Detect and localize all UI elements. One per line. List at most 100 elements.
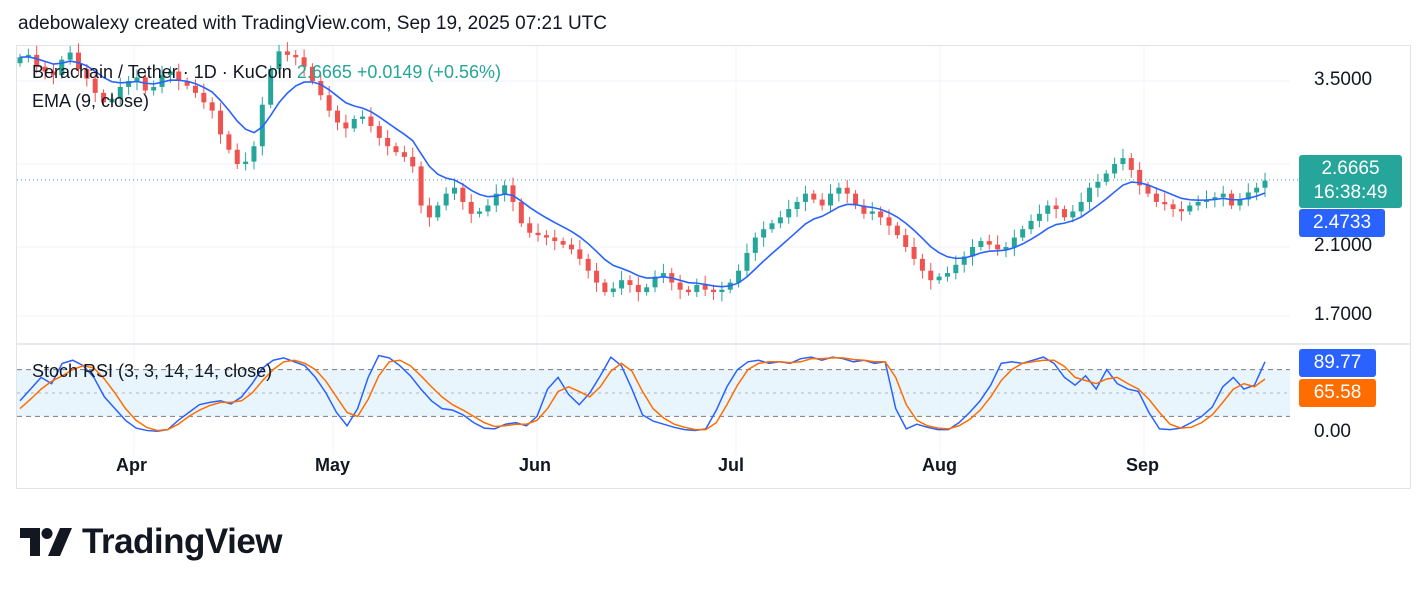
price-axis-tick: 3.5000 [1314, 69, 1373, 90]
candle-up [769, 223, 775, 230]
candle-down [318, 81, 324, 96]
candle-up [1237, 199, 1243, 206]
candle-down [209, 102, 215, 111]
last-price-tag: 2.6665 16:38:49 [1299, 155, 1402, 208]
stoch-d-tag: 65.58 [1299, 379, 1376, 407]
candle-up [134, 77, 140, 81]
candle-down [101, 92, 107, 103]
candle-up [1195, 201, 1201, 206]
candle-down [903, 235, 909, 247]
candle-up [953, 264, 959, 274]
candle-up [644, 287, 650, 293]
candle-down [184, 81, 190, 86]
time-axis-tick: Apr [116, 455, 147, 475]
ema-9-line [19, 56, 1266, 288]
candle-up [1028, 220, 1034, 230]
candle-down [1053, 205, 1059, 210]
candle-up [451, 187, 458, 194]
candle-up [1245, 192, 1251, 200]
candle-down [368, 116, 374, 127]
candle-up [67, 52, 73, 60]
candle-up [1087, 187, 1093, 202]
candle-down [335, 110, 341, 123]
chart-credit: adebowalexy created with TradingView.com… [18, 13, 607, 34]
last-price-value: 2.6665 [1321, 158, 1380, 179]
candle-down [1153, 193, 1159, 202]
candle-down [602, 282, 608, 293]
candle-down [911, 247, 917, 259]
price-axis-tick: 2.1000 [1314, 235, 1373, 256]
candle-up [1254, 187, 1260, 193]
candle-up [268, 69, 274, 105]
candle-up [477, 211, 483, 214]
candle-up [777, 217, 783, 224]
candle-down [711, 289, 717, 293]
candle-up [126, 81, 132, 87]
candle-down [1128, 158, 1134, 170]
candle-up [1045, 205, 1051, 214]
candle-up [59, 59, 65, 76]
candle-up [694, 284, 700, 293]
candle-down [853, 193, 859, 206]
candle-down [878, 211, 884, 218]
candle-down [527, 223, 533, 233]
candle-down [226, 134, 232, 150]
candle-up [827, 193, 834, 206]
candle-up [978, 241, 984, 247]
candle-up [1011, 237, 1017, 247]
candle-down [84, 69, 90, 79]
candle-down [995, 244, 1001, 250]
candle-down [685, 289, 691, 293]
candle-up [276, 51, 282, 70]
candle-up [1120, 158, 1126, 164]
tradingview-logo-icon [20, 528, 72, 556]
ema-line [19, 56, 1266, 288]
candle-up [159, 75, 165, 87]
candle-down [293, 54, 299, 58]
legend-stoch-rsi: Stoch RSI (3, 3, 14, 14, close) [32, 361, 273, 381]
candle-down [585, 258, 591, 271]
tradingview-logo[interactable]: TradingView [20, 522, 283, 562]
candle-up [1095, 181, 1101, 188]
candle-up [502, 185, 508, 194]
candle-down [844, 187, 850, 194]
candle-up [652, 276, 658, 288]
candle-down [418, 166, 424, 206]
candle-down [702, 284, 708, 290]
candle-down [192, 85, 198, 93]
candle-up [619, 280, 625, 289]
candle-down [401, 152, 407, 157]
candle-down [986, 241, 992, 245]
candle-up [259, 104, 265, 147]
candle-down [426, 205, 432, 218]
candle-down [1145, 185, 1151, 194]
candle-up [443, 193, 449, 206]
candle-down [1170, 204, 1176, 210]
candle-down [50, 71, 56, 76]
candle-down [560, 241, 566, 245]
candle-down [201, 92, 207, 103]
candle-up [1003, 247, 1009, 250]
candle-down [568, 244, 574, 250]
candle-down [218, 110, 224, 135]
stoch-k-tag: 89.77 [1299, 349, 1376, 377]
candle-down [376, 126, 382, 138]
candle-down [1061, 209, 1067, 218]
candle-up [736, 270, 742, 283]
candle-down [75, 52, 81, 70]
candle-down [510, 185, 516, 202]
time-axis-tick: Aug [922, 455, 957, 475]
candle-down [919, 258, 925, 271]
candle-up [1078, 201, 1084, 212]
bar-countdown: 16:38:49 [1313, 182, 1388, 203]
candle-up [109, 98, 115, 103]
candle-down [552, 237, 558, 242]
time-axis-tick: Jun [519, 455, 552, 475]
candle-up [1036, 213, 1042, 221]
legend-ema: EMA (9, close) [32, 91, 150, 111]
candle-up [869, 211, 875, 214]
candle-up [1020, 229, 1026, 238]
legend-price-change: 2.6665 +0.0149 (+0.56%) [296, 62, 501, 82]
time-axis-tick: Jul [718, 455, 745, 475]
